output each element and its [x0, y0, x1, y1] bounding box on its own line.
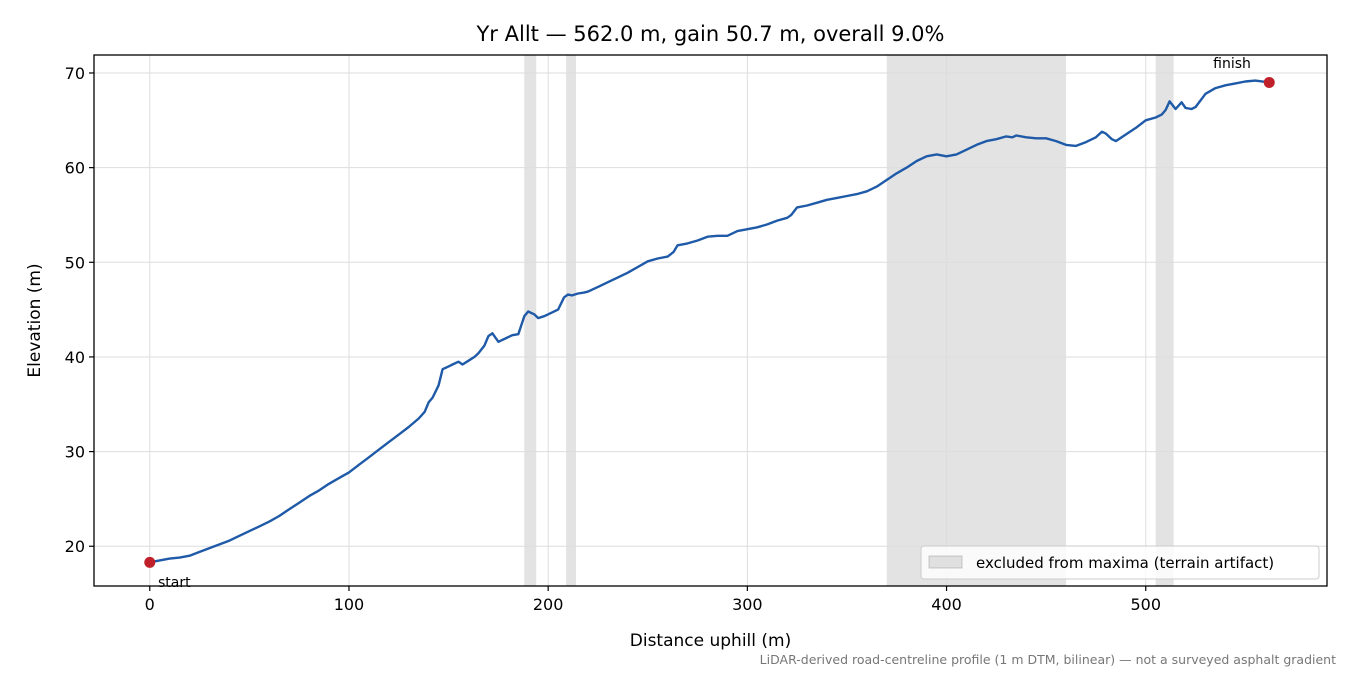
finish-marker [1263, 76, 1275, 88]
y-tick-label: 60 [65, 159, 85, 178]
excluded-band [524, 55, 537, 586]
series-layer [148, 79, 1271, 564]
legend: excluded from maxima (terrain artifact) [920, 545, 1320, 580]
excluded-band [1155, 55, 1174, 586]
x-axis-label: Distance uphill (m) [630, 631, 791, 651]
x-axis-ticks: 0 100 200 300 400 500 [145, 586, 1161, 614]
y-axis-ticks: 20 30 40 50 60 70 [65, 64, 94, 556]
x-tick-label: 300 [732, 595, 763, 614]
y-tick-label: 40 [65, 348, 85, 367]
elevation-line [148, 79, 1271, 564]
x-tick-label: 500 [1130, 595, 1161, 614]
plot-frame [93, 54, 1328, 587]
finish-annotation: finish [1213, 56, 1251, 72]
start-marker [144, 556, 156, 568]
y-tick-label: 50 [65, 253, 85, 272]
endpoint-markers [144, 76, 1275, 568]
x-tick-label: 200 [533, 595, 564, 614]
legend-label: excluded from maxima (terrain artifact) [976, 554, 1274, 572]
excluded-band [566, 55, 577, 586]
legend-box [920, 545, 1320, 580]
grid-lines [94, 55, 1327, 586]
excluded-bands [524, 55, 1174, 586]
x-tick-label: 0 [145, 595, 155, 614]
excluded-band [886, 55, 1067, 586]
chart-title: Yr Allt — 562.0 m, gain 50.7 m, overall … [475, 22, 944, 46]
legend-swatch [928, 555, 963, 569]
y-tick-label: 30 [65, 443, 85, 462]
y-tick-label: 70 [65, 64, 85, 83]
start-annotation: start [158, 575, 191, 591]
x-tick-label: 100 [334, 595, 365, 614]
y-axis-label: Elevation (m) [25, 263, 45, 377]
y-tick-label: 20 [65, 537, 85, 556]
footnote: LiDAR-derived road-centreline profile (1… [760, 652, 1336, 667]
x-tick-label: 400 [931, 595, 962, 614]
